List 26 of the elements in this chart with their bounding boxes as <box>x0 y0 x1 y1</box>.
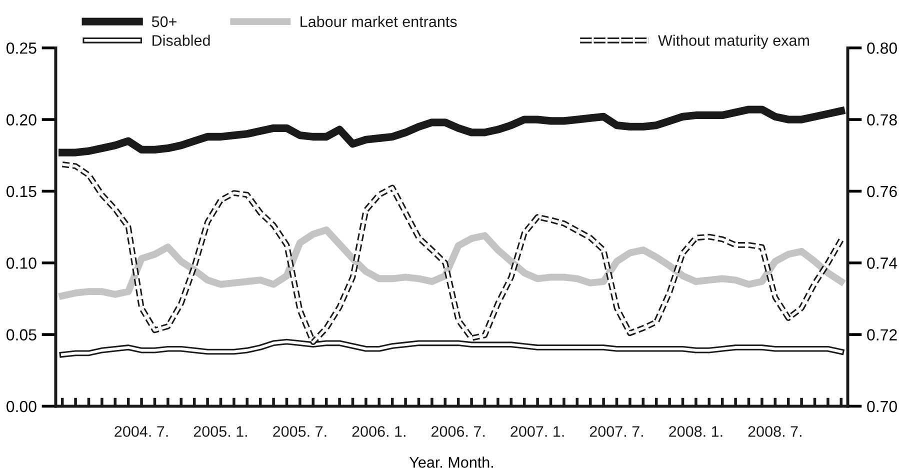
y-tick-label: 0.15 <box>6 186 36 198</box>
legend-label: Disabled <box>152 34 210 46</box>
y2-tick-label: 0.76 <box>867 186 897 198</box>
y-tick-label: 0.20 <box>6 114 36 126</box>
y-tick-label: 0.10 <box>6 258 36 269</box>
y-tick-label: 0.00 <box>6 400 36 412</box>
legend-label: 50+ <box>152 16 176 28</box>
y2-tick-label: 0.72 <box>867 329 897 340</box>
x-tick-label: 2006. 7. <box>432 426 485 437</box>
legend-label: Without maturity exam <box>658 34 809 49</box>
y-tick-label: 0.05 <box>6 329 36 340</box>
y-tick-label: 0.25 <box>6 42 36 54</box>
legend-label: Labour market entrants <box>300 16 457 28</box>
y2-tick-label: 0.80 <box>867 42 897 54</box>
x-tick-label: 2005. 7. <box>273 426 326 437</box>
x-tick-label: 2008. 1. <box>669 426 722 437</box>
y2-tick-label: 0.74 <box>867 258 898 269</box>
x-tick-label: 2004. 7. <box>114 426 168 437</box>
y2-tick-label: 0.78 <box>867 114 897 126</box>
y2-tick-label: 0.70 <box>867 400 897 412</box>
x-tick-label: 2005. 1. <box>194 426 247 437</box>
x-axis-title: Year. Month. <box>409 456 493 468</box>
x-tick-label: 2007. 1. <box>510 426 564 437</box>
x-tick-label: 2006. 1. <box>352 426 406 437</box>
x-tick-label: 2008. 7. <box>748 426 802 437</box>
x-tick-label: 2007. 7. <box>590 426 643 437</box>
